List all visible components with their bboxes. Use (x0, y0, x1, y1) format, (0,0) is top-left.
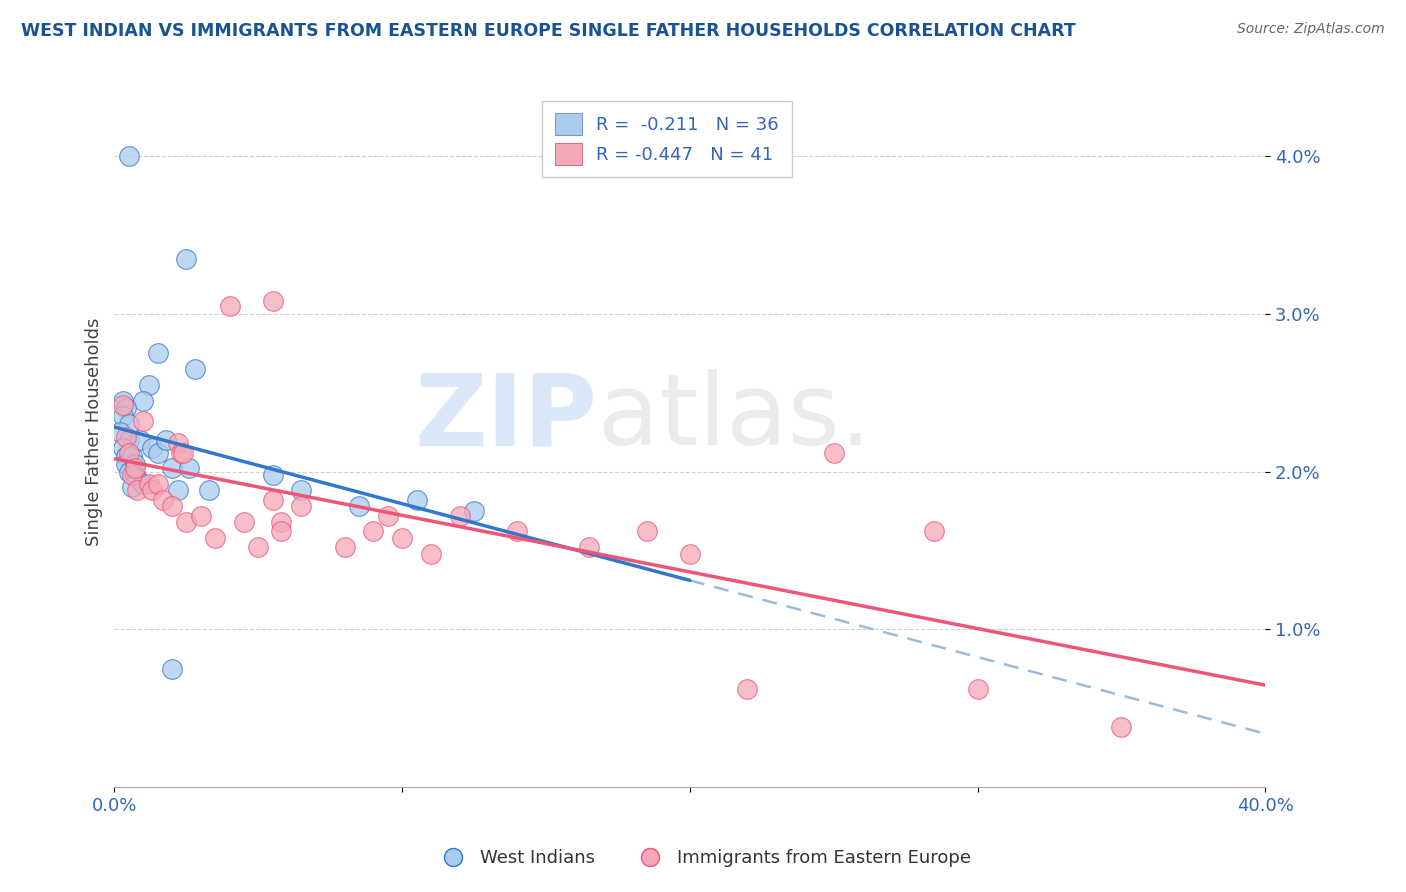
Point (118, 149, 141, 163)
Point (124, 461, 146, 475)
Point (262, 492, 284, 507)
Point (405, 492, 427, 507)
Point (166, 436, 188, 450)
Point (112, 409, 135, 424)
Point (121, 480, 143, 494)
Point (115, 430, 138, 444)
Point (363, 524, 385, 539)
Point (333, 540, 356, 554)
Point (115, 457, 138, 471)
Point (377, 508, 399, 523)
Point (127, 472, 149, 486)
Point (179, 461, 201, 475)
Y-axis label: Single Father Households: Single Father Households (86, 318, 103, 546)
Text: atlas.: atlas. (598, 369, 872, 467)
Point (127, 483, 149, 498)
Point (1111, 720, 1133, 734)
Point (218, 299, 240, 313)
Text: ZIP: ZIP (415, 369, 598, 467)
Point (115, 401, 138, 416)
Point (172, 445, 194, 459)
Point (121, 449, 143, 463)
Point (176, 515, 198, 529)
Point (176, 252, 198, 266)
Point (169, 445, 191, 459)
Point (141, 441, 163, 455)
Point (347, 500, 370, 514)
Point (190, 508, 212, 523)
Point (198, 483, 221, 498)
Point (155, 433, 177, 447)
Point (129, 433, 152, 447)
Point (132, 393, 155, 408)
Point (118, 445, 141, 459)
Point (290, 483, 312, 498)
Text: Source: ZipAtlas.com: Source: ZipAtlas.com (1237, 22, 1385, 37)
Point (262, 294, 284, 309)
Legend: West Indians, Immigrants from Eastern Europe: West Indians, Immigrants from Eastern Eu… (427, 842, 979, 874)
Point (121, 467, 143, 482)
Legend: R =  -0.211   N = 36, R = -0.447   N = 41: R = -0.211 N = 36, R = -0.447 N = 41 (543, 101, 792, 178)
Point (160, 662, 183, 676)
Point (160, 461, 183, 475)
Point (141, 483, 163, 498)
Point (419, 547, 441, 561)
Point (449, 508, 471, 523)
Point (118, 465, 141, 479)
Point (737, 682, 759, 697)
Point (138, 377, 160, 392)
Point (124, 467, 146, 482)
Point (578, 540, 600, 554)
Point (391, 531, 413, 545)
Point (146, 346, 169, 360)
Point (112, 398, 135, 412)
Point (138, 477, 160, 491)
Point (132, 477, 155, 491)
Point (166, 483, 188, 498)
Point (112, 441, 135, 455)
Point (184, 362, 207, 376)
Text: WEST INDIAN VS IMMIGRANTS FROM EASTERN EUROPE SINGLE FATHER HOUSEHOLDS CORRELATI: WEST INDIAN VS IMMIGRANTS FROM EASTERN E… (21, 22, 1076, 40)
Point (118, 417, 141, 432)
Point (262, 467, 284, 482)
Point (112, 393, 135, 408)
Point (160, 500, 183, 514)
Point (270, 524, 292, 539)
Point (966, 682, 988, 697)
Point (247, 540, 270, 554)
Point (115, 449, 138, 463)
Point (679, 547, 702, 561)
Point (204, 531, 226, 545)
Point (108, 425, 131, 439)
Point (232, 515, 254, 529)
Point (146, 477, 169, 491)
Point (290, 500, 312, 514)
Point (823, 445, 845, 459)
Point (146, 445, 169, 459)
Point (506, 524, 529, 539)
Point (270, 515, 292, 529)
Point (924, 524, 946, 539)
Point (636, 524, 658, 539)
Point (152, 492, 174, 507)
Point (118, 433, 141, 447)
Point (124, 457, 146, 471)
Point (463, 504, 485, 518)
Point (132, 414, 155, 428)
